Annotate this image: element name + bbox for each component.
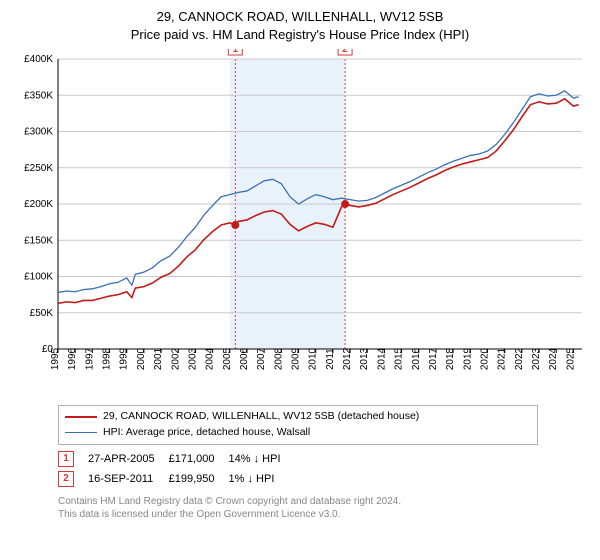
svg-text:2020: 2020 (480, 348, 491, 371)
title-address: 29, CANNOCK ROAD, WILLENHALL, WV12 5SB (10, 8, 590, 26)
svg-text:2005: 2005 (222, 348, 233, 371)
svg-text:2000: 2000 (136, 348, 147, 371)
svg-text:£350K: £350K (24, 90, 53, 101)
footer-line2: This data is licensed under the Open Gov… (58, 508, 590, 522)
svg-text:2: 2 (342, 49, 348, 55)
legend: 29, CANNOCK ROAD, WILLENHALL, WV12 5SB (… (58, 405, 538, 445)
sale-marker: 1 (58, 451, 74, 467)
svg-text:£100K: £100K (24, 272, 53, 283)
svg-text:1: 1 (233, 49, 239, 55)
price-chart: 12£0£50K£100K£150K£200K£250K£300K£350K£4… (10, 49, 590, 399)
svg-text:2021: 2021 (497, 348, 508, 371)
svg-text:£300K: £300K (24, 127, 53, 138)
svg-text:1998: 1998 (102, 348, 113, 371)
svg-text:£250K: £250K (24, 163, 53, 174)
sale-row: 2 16-SEP-2011£199,9501% ↓ HPI (58, 469, 295, 489)
svg-text:2009: 2009 (291, 348, 302, 371)
footer-attribution: Contains HM Land Registry data © Crown c… (58, 495, 590, 522)
sale-date: 16-SEP-2011 (88, 469, 169, 489)
svg-text:2002: 2002 (170, 348, 181, 371)
svg-text:2003: 2003 (187, 348, 198, 371)
svg-text:£400K: £400K (24, 54, 53, 65)
sale-date: 27-APR-2005 (88, 449, 169, 469)
svg-text:2010: 2010 (308, 348, 319, 371)
svg-text:2019: 2019 (462, 348, 473, 371)
sale-price: £199,950 (169, 469, 229, 489)
svg-text:£50K: £50K (30, 308, 54, 319)
svg-text:2018: 2018 (445, 348, 456, 371)
sale-marker: 2 (58, 471, 74, 487)
svg-text:2025: 2025 (565, 348, 576, 371)
svg-text:2015: 2015 (394, 348, 405, 371)
sale-row: 1 27-APR-2005£171,00014% ↓ HPI (58, 449, 295, 469)
legend-swatch (65, 416, 97, 418)
svg-text:2023: 2023 (531, 348, 542, 371)
svg-text:2004: 2004 (205, 348, 216, 371)
legend-item: HPI: Average price, detached house, Wals… (65, 425, 531, 441)
title-subtitle: Price paid vs. HM Land Registry's House … (10, 26, 590, 44)
svg-text:£200K: £200K (24, 199, 53, 210)
svg-text:1999: 1999 (119, 348, 130, 371)
svg-text:2011: 2011 (325, 348, 336, 370)
svg-text:2001: 2001 (153, 348, 164, 371)
svg-text:2022: 2022 (514, 348, 525, 371)
svg-text:1996: 1996 (67, 348, 78, 371)
sale-delta: 1% ↓ HPI (229, 469, 295, 489)
svg-text:2006: 2006 (239, 348, 250, 371)
sale-delta: 14% ↓ HPI (229, 449, 295, 469)
legend-swatch (65, 432, 97, 433)
svg-text:2014: 2014 (376, 348, 387, 371)
svg-text:1995: 1995 (50, 348, 61, 371)
svg-text:2024: 2024 (548, 348, 559, 371)
svg-text:1997: 1997 (84, 348, 95, 371)
svg-text:2007: 2007 (256, 348, 267, 371)
footer-line1: Contains HM Land Registry data © Crown c… (58, 495, 590, 509)
svg-text:2013: 2013 (359, 348, 370, 371)
legend-item: 29, CANNOCK ROAD, WILLENHALL, WV12 5SB (… (65, 409, 531, 425)
svg-text:2017: 2017 (428, 348, 439, 371)
svg-text:2016: 2016 (411, 348, 422, 371)
sale-price: £171,000 (169, 449, 229, 469)
svg-text:2012: 2012 (342, 348, 353, 371)
sales-table: 1 27-APR-2005£171,00014% ↓ HPI 2 16-SEP-201… (58, 449, 295, 489)
chart-svg: 12£0£50K£100K£150K£200K£250K£300K£350K£4… (10, 49, 590, 399)
legend-label: HPI: Average price, detached house, Wals… (103, 425, 310, 441)
svg-text:2008: 2008 (273, 348, 284, 371)
chart-title: 29, CANNOCK ROAD, WILLENHALL, WV12 5SB P… (10, 8, 590, 43)
svg-text:£150K: £150K (24, 235, 53, 246)
legend-label: 29, CANNOCK ROAD, WILLENHALL, WV12 5SB (… (103, 409, 419, 425)
